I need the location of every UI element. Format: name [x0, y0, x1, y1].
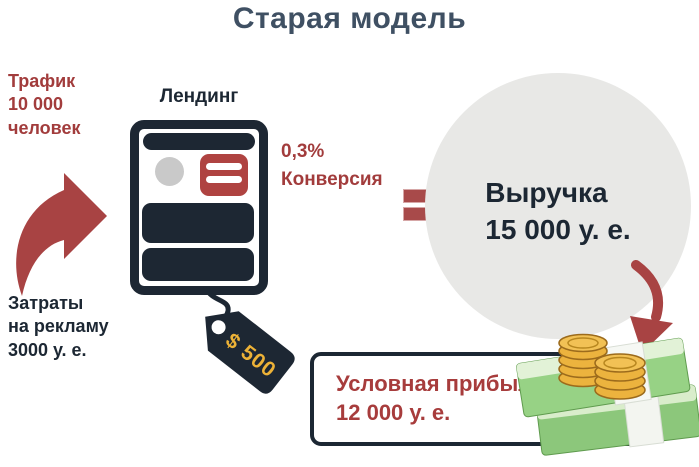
- profit-title: Условная прибыль: [336, 371, 546, 396]
- curved-right-arrow-icon: [16, 173, 108, 296]
- price-tag-icon: $ 500: [203, 286, 295, 394]
- revenue-value: 15 000 у. е.: [485, 214, 631, 245]
- mockup-content-block: [142, 203, 254, 243]
- coin-stack: [594, 353, 646, 400]
- profit-value: 12 000 у. е.: [336, 399, 451, 425]
- mockup-cta-line: [206, 176, 242, 183]
- mockup-cta-block: [200, 154, 248, 196]
- landing-mockup: [130, 120, 268, 295]
- ad-costs-label: Затраты на рекламу 3000 у. е.: [8, 293, 109, 360]
- coin-stack: [558, 333, 608, 388]
- mockup-content-block: [142, 248, 254, 281]
- revenue-label: Выручка 15 000 у. е.: [485, 175, 630, 249]
- profit-label: Условная прибыль 12 000 у. е.: [336, 370, 546, 427]
- money-stack-icon: [516, 333, 699, 456]
- traffic-label: Трафик 10 000 человек: [8, 71, 81, 138]
- landing-title: Лендинг: [159, 86, 239, 107]
- mockup-cta-line: [206, 163, 242, 170]
- revenue-circle: Выручка 15 000 у. е.: [425, 73, 691, 339]
- page-title: Старая модель: [232, 2, 467, 35]
- mockup-avatar-circle: [155, 157, 184, 186]
- conversion-label: 0,3% Конверсия: [281, 141, 383, 190]
- revenue-title: Выручка: [485, 177, 608, 209]
- mockup-header-bar: [143, 133, 255, 150]
